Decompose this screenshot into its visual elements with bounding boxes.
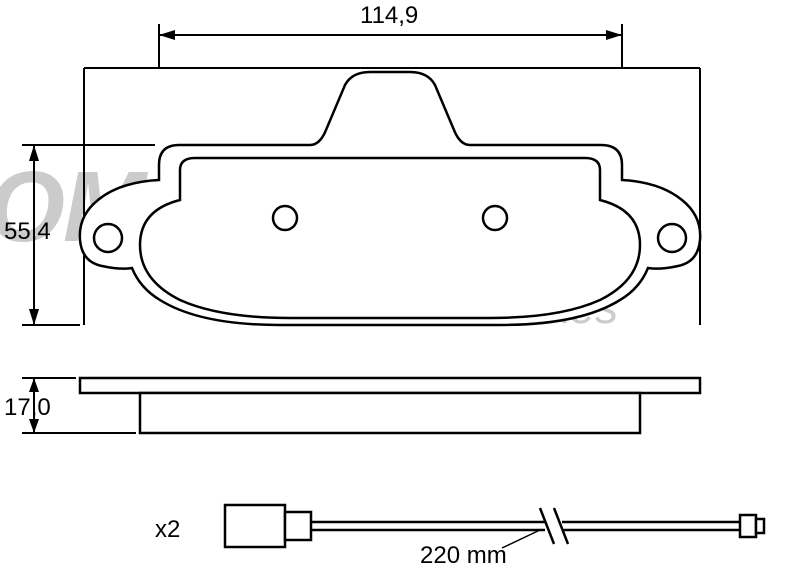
diagram-svg <box>0 0 786 582</box>
dim-thickness: 17,0 <box>4 394 51 422</box>
dim-width: 114,9 <box>360 2 418 30</box>
dim-quantity: x2 <box>155 516 180 544</box>
dim-height: 55,4 <box>4 218 51 246</box>
dim-wire-length: 220 mm <box>420 542 507 570</box>
brake-pad-diagram: TOMEX brakes <box>0 0 786 582</box>
